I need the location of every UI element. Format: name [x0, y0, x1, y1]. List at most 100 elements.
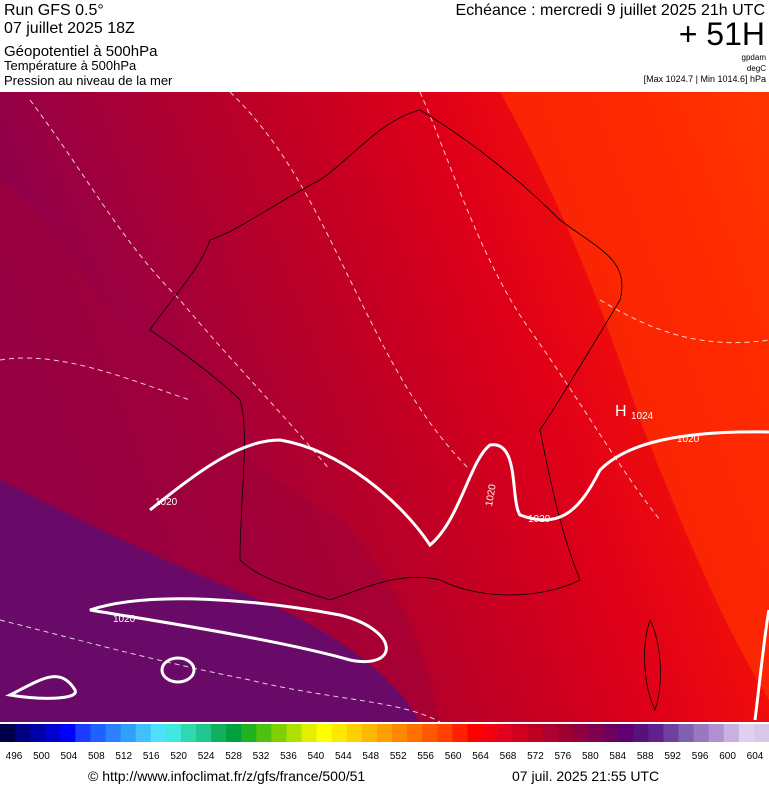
- legend-swatch: [361, 724, 378, 742]
- legend-swatch: [678, 724, 695, 742]
- legend-swatch: [452, 724, 468, 742]
- legend-swatch: [180, 724, 197, 742]
- legend-label: 556: [417, 751, 434, 762]
- legend-swatch: [105, 724, 122, 742]
- color-legend: 496 500 504 508 512 516 520 524 528 532 536 540 544 5…: [0, 724, 769, 762]
- run: Run GFS 0.5°: [4, 2, 104, 19]
- map: H 1024 1020 1020 1020 1020 1020: [0, 91, 769, 723]
- isobar: [149, 430, 769, 548]
- legend-label: 564: [472, 751, 489, 762]
- legend-label: 592: [664, 751, 681, 762]
- legend-swatch: [497, 724, 514, 742]
- legend-swatch: [407, 724, 423, 742]
- legend-swatch: [633, 724, 649, 742]
- legend-label: 576: [555, 751, 572, 762]
- legend-swatch: [165, 724, 182, 742]
- legend-swatch: [738, 724, 755, 742]
- legend-label: 588: [637, 751, 654, 762]
- isotherm: [29, 99, 331, 471]
- legend-swatch: [331, 724, 348, 742]
- legend-label: 584: [609, 751, 626, 762]
- footer: © http://www.infoclimat.fr/z/gfs/france/…: [88, 768, 659, 784]
- field: Pression au niveau de la mer: [4, 73, 173, 88]
- legend-label: 500: [33, 751, 50, 762]
- unit: degC: [747, 64, 766, 73]
- legend-label: 532: [253, 751, 270, 762]
- legend-swatch: [572, 724, 589, 742]
- field-zone: [500, 92, 769, 700]
- legend-swatch: [75, 724, 91, 742]
- legend-label: 604: [747, 751, 764, 762]
- isotherm: [419, 91, 661, 521]
- legend-swatch: [663, 724, 680, 742]
- legend-swatch: [392, 724, 408, 742]
- legend-swatch: [120, 724, 137, 742]
- isotherm: [229, 91, 471, 471]
- legend-label: 520: [170, 751, 187, 762]
- legend-swatch: [60, 724, 76, 742]
- legend-label: 508: [88, 751, 105, 762]
- isotherm: [599, 299, 769, 344]
- legend-swatch: [693, 724, 710, 742]
- country-border: [149, 109, 623, 601]
- legend-swatch: [286, 724, 303, 742]
- legend-label: 552: [390, 751, 407, 762]
- isobar-label: 1020: [113, 614, 136, 625]
- legend-swatch: [241, 724, 257, 742]
- legend-swatch: [271, 724, 287, 742]
- legend-swatch: [150, 724, 167, 742]
- legend-swatch: [90, 724, 107, 742]
- legend-swatch: [211, 724, 227, 742]
- legend-label: 572: [527, 751, 544, 762]
- lead-time: + 51H: [679, 16, 765, 52]
- legend-swatch: [723, 724, 740, 742]
- legend-swatch: [226, 724, 242, 742]
- echeance: Echéance : mercredi 9 juillet 2025 21h U…: [456, 2, 766, 19]
- legend-swatch: [15, 724, 31, 742]
- legend-label: 560: [445, 751, 462, 762]
- legend-label: 596: [692, 751, 709, 762]
- legend-label: 496: [6, 751, 23, 762]
- isotherm: [0, 357, 191, 401]
- legend-swatch: [0, 724, 16, 742]
- legend-label: 580: [582, 751, 599, 762]
- legend-label: 528: [225, 751, 242, 762]
- field-zone: [0, 480, 420, 722]
- field: Géopotentiel à 500hPa: [4, 43, 158, 60]
- legend-label: 536: [280, 751, 297, 762]
- isobar: [89, 597, 388, 663]
- legend-swatch: [376, 724, 393, 742]
- legend-swatch: [135, 724, 152, 742]
- legend-swatch: [422, 724, 438, 742]
- header: Run GFS 0.5° 07 juillet 2025 18Z Géopote…: [4, 2, 766, 88]
- high-value: 1024: [631, 411, 654, 422]
- legend-swatch: [437, 724, 453, 742]
- legend-label: 540: [308, 751, 325, 762]
- isobar: [160, 656, 196, 684]
- high-marker: H: [615, 403, 627, 420]
- isobar-label: 1020: [484, 483, 499, 507]
- legend-label: 600: [719, 751, 736, 762]
- legend-label: 504: [61, 751, 78, 762]
- legend-label: 548: [362, 751, 379, 762]
- timestamp: 07 juil. 2025 21:55 UTC: [512, 768, 659, 784]
- legend-swatch: [301, 724, 318, 742]
- legend-swatch: [618, 724, 634, 742]
- legend-swatch: [45, 724, 61, 742]
- legend-swatch: [30, 724, 46, 742]
- legend-swatch: [512, 724, 529, 742]
- legend-swatch: [196, 724, 212, 742]
- legend-label: 544: [335, 751, 352, 762]
- legend-label: 524: [198, 751, 215, 762]
- legend-swatch: [648, 724, 664, 742]
- isobar-label: 1020: [528, 514, 551, 525]
- legend-swatch: [753, 724, 769, 742]
- legend-swatch: [542, 724, 559, 742]
- isotherm: [0, 619, 441, 723]
- pressure-range: [Max 1024.7 | Min 1014.6] hPa: [644, 74, 766, 84]
- legend-label: 568: [500, 751, 517, 762]
- legend-swatch: [482, 724, 499, 742]
- unit: gpdam: [742, 53, 767, 62]
- legend-swatch: [256, 724, 272, 742]
